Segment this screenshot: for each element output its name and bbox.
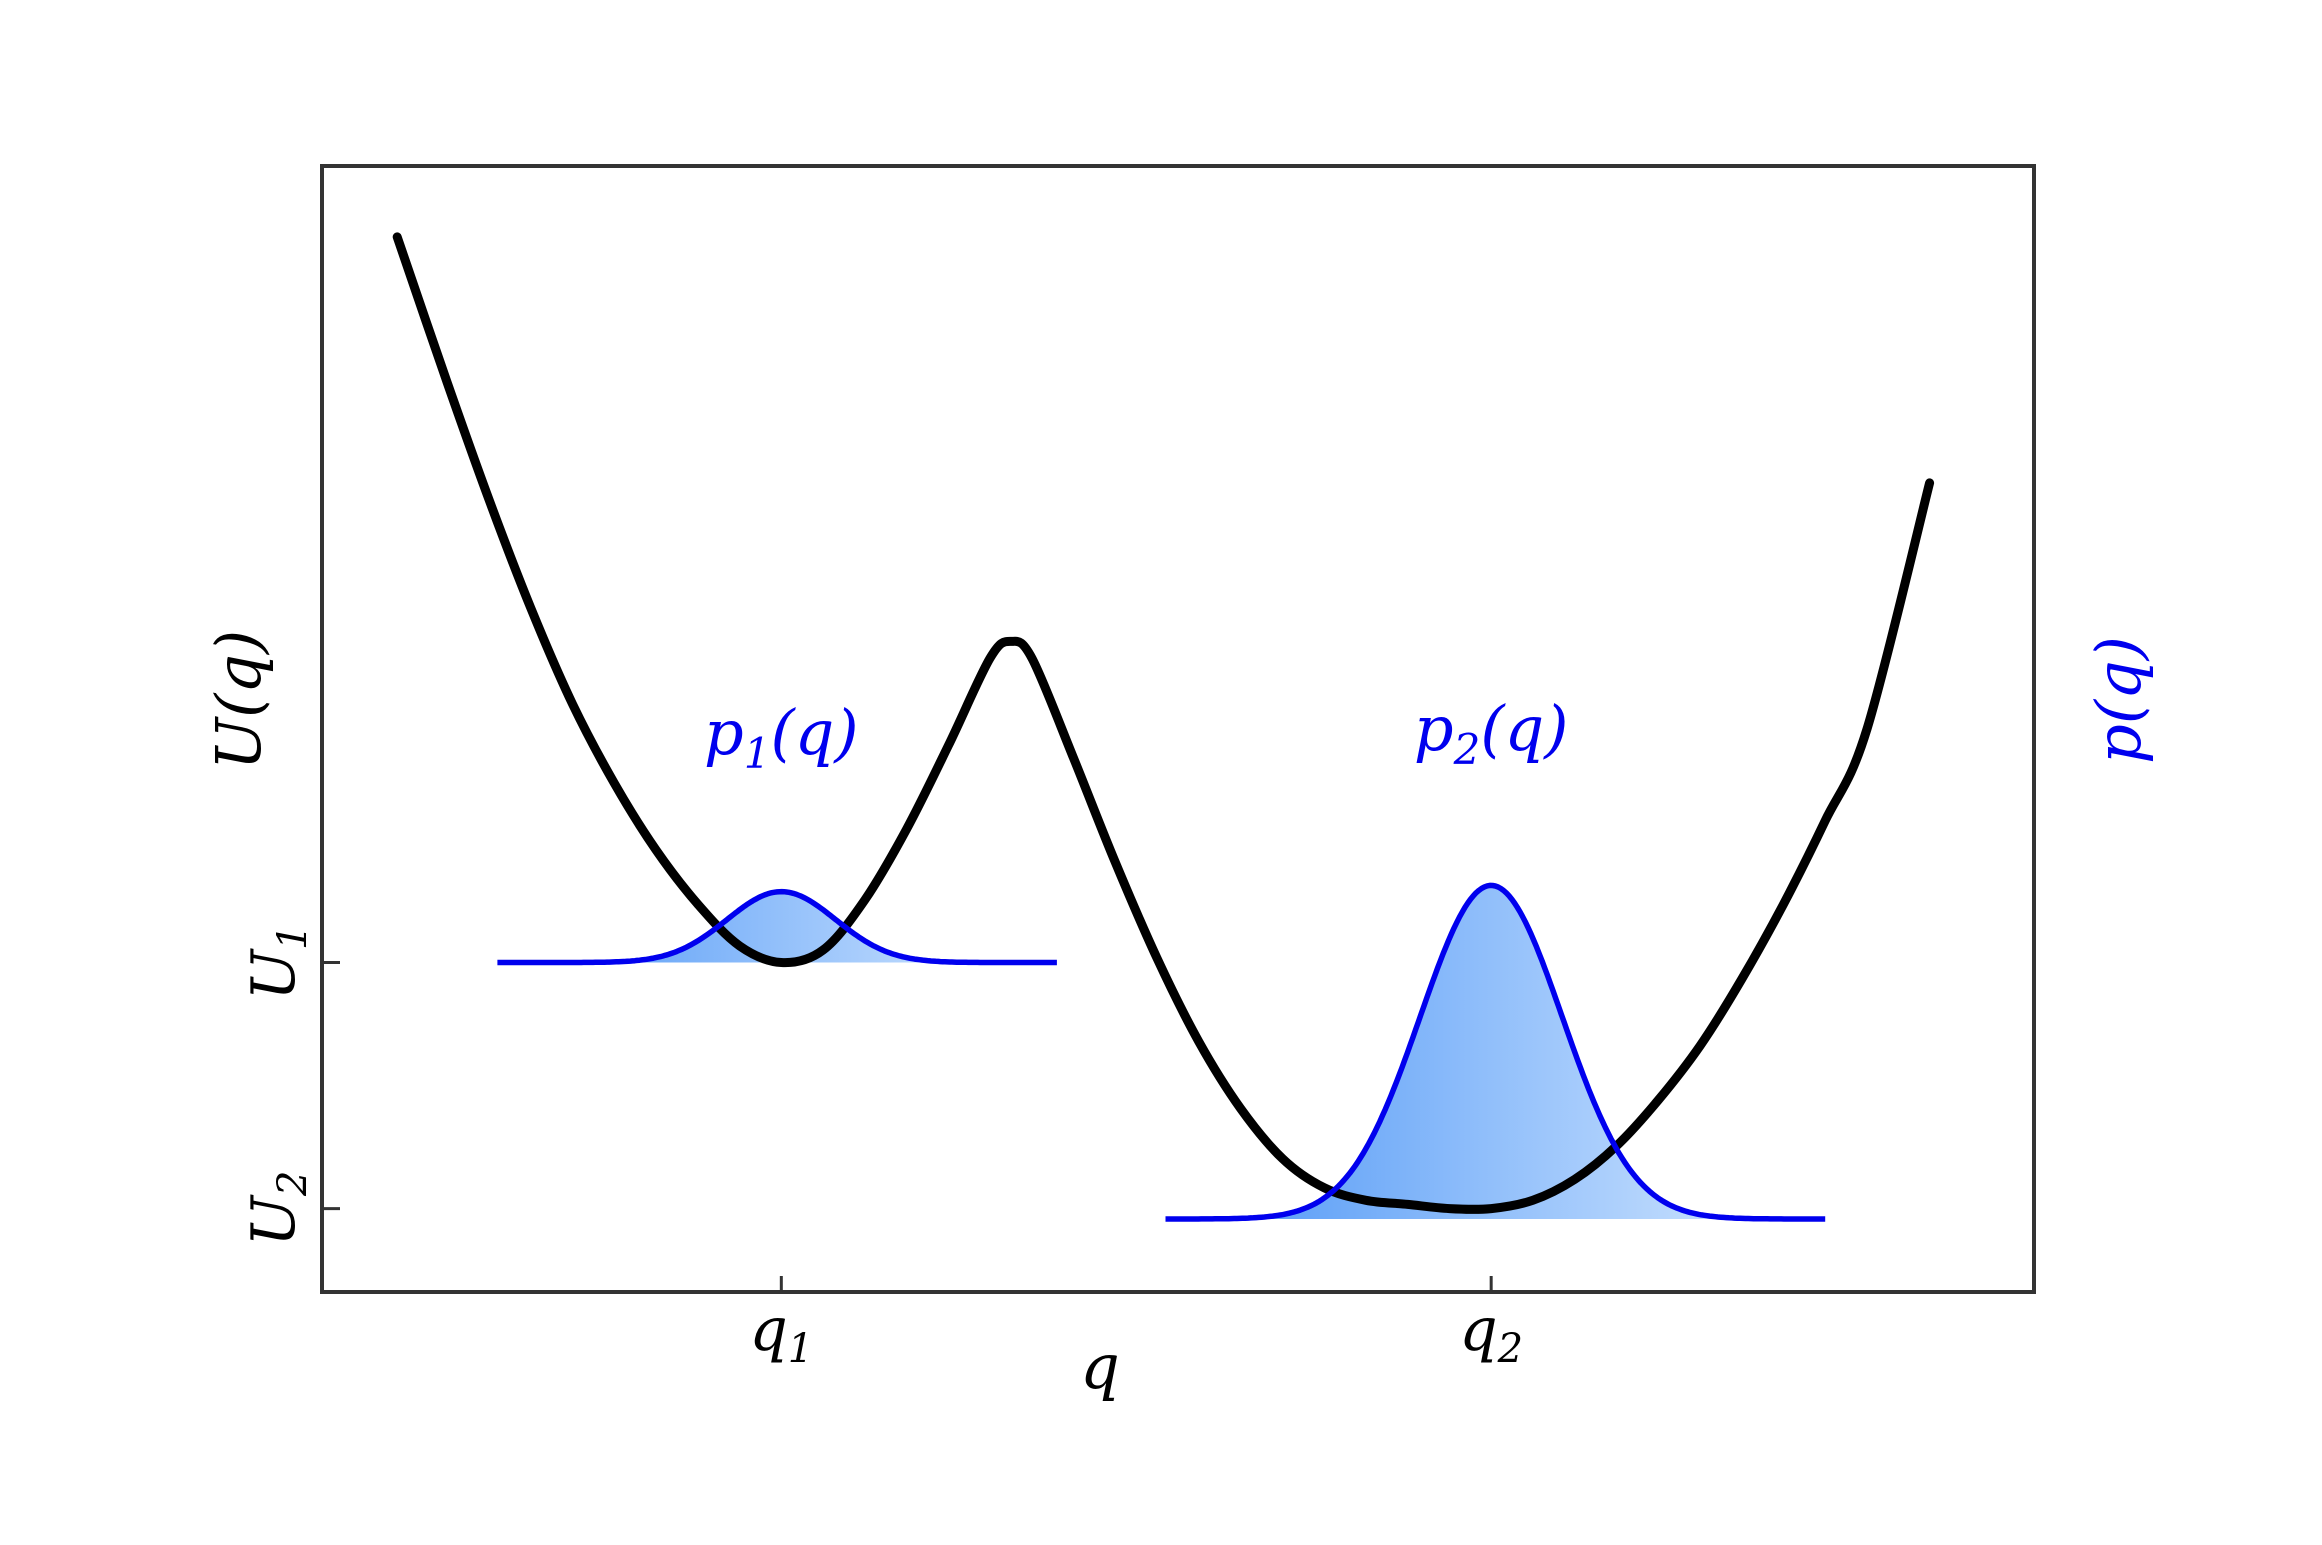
distribution-labels: p1(q) p2(q) — [704, 692, 1568, 778]
x-ticks: q1 q2 — [749, 1276, 1523, 1372]
y-axis-label-right: p(q) — [2082, 636, 2155, 764]
distribution-curves — [496, 882, 1826, 1222]
y-tick-label-2: U2 — [239, 1171, 316, 1247]
distribution-fill-1 — [497, 891, 1057, 963]
distribution-curve-2 — [1165, 882, 1826, 1222]
distribution-label-2: p2(q) — [1414, 692, 1569, 774]
x-tick-label-1: q1 — [749, 1295, 813, 1372]
distribution-label-1: p1(q) — [704, 696, 859, 778]
distribution-fill-2 — [1165, 885, 1826, 1219]
y-axis-label-left: U(q) — [202, 630, 275, 770]
plot-frame — [320, 164, 2036, 1294]
x-axis-label: q — [1080, 1330, 1120, 1403]
potential-curve — [392, 232, 1935, 1214]
distribution-curve-1 — [496, 888, 1058, 966]
y-tick-label-1: U1 — [239, 925, 316, 1001]
distribution-fills — [497, 885, 1826, 1219]
y-ticks: U1 U2 — [239, 925, 340, 1247]
potential-curve-group — [392, 232, 1935, 1214]
x-tick-label-2: q2 — [1459, 1295, 1523, 1372]
